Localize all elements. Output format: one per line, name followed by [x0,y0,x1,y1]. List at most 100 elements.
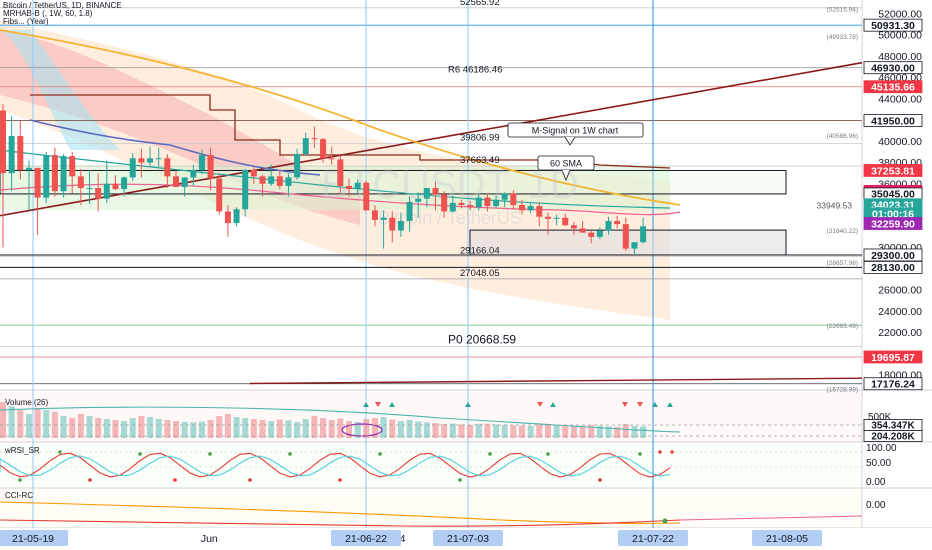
candle-body [363,182,370,211]
volume-bar [147,417,154,438]
candle-body [95,188,102,199]
candle-body [406,201,413,221]
volume-bar [441,424,448,438]
price-badge[interactable] [863,164,923,177]
rsi-signal-dot [598,478,602,482]
volume-bar [337,418,344,438]
volume-bar [397,421,404,438]
candle-body [328,158,335,160]
volume-bar [320,418,327,438]
time-axis[interactable]: Jun1412Au21-05-1921-06-2221-07-0321-07-2… [0,528,932,550]
volume-bar [371,418,378,438]
cci-pane-label[interactable]: CCI-RC [5,491,33,500]
price-badge[interactable] [863,377,923,391]
candle-body [224,211,231,224]
volume-bar [8,406,15,438]
candle-body [579,228,586,233]
rsi-signal-dot [670,450,674,454]
fib-label: P0 20668.59 [448,333,516,347]
volume-bar [43,410,50,438]
time-highlight [433,530,503,546]
volume-bar [562,426,569,438]
price-badge[interactable] [863,61,923,75]
volume-ma [0,406,681,433]
volume-bar [259,420,266,438]
volume-bar [415,421,422,438]
candle-body [423,188,430,199]
rsi-pane-label[interactable]: wRSI_SR [5,446,40,455]
candle-body [173,176,179,187]
volume-bar [544,424,551,438]
volume-bar [294,422,301,438]
candle-body [441,194,448,212]
price-axis[interactable]: 52000.0050000.0048000.0046000.0044000.00… [0,8,923,511]
volume-bar [363,419,370,438]
candle-body [596,230,603,237]
cci-dot [662,518,668,524]
volume-bar [95,418,102,438]
time-highlight-text: 21-05-19 [12,533,54,545]
time-highlight [618,530,688,546]
time-tick: Jun [201,533,218,545]
rectangle-drawings[interactable] [0,169,862,268]
study-mrhab[interactable]: MRHAB-B (, 1W, 60, 1.8) [3,9,93,18]
green-band [0,165,670,210]
trend-line [0,61,863,217]
fib-small-label: (49933.78) [827,34,858,41]
candle-body [242,169,249,210]
price-badge[interactable] [863,18,923,32]
candle-body [216,178,223,212]
price-tick: 26000.00 [878,285,922,297]
candle-body [458,202,465,206]
candle-body [415,198,422,202]
price-tick: 50000.00 [878,30,922,42]
candle-body [34,167,41,198]
candle-body [17,135,24,170]
candle-body [302,138,309,155]
candle-body [285,177,292,186]
fib-small-label: (31640.22) [827,228,858,235]
volume-bar [268,421,275,438]
price-badge-text: 35045.00 [871,189,915,201]
candle-body [233,209,240,224]
annotations[interactable]: M-Signal on 1W chart 60 SMA [507,122,644,182]
price-badge[interactable] [863,260,923,274]
volume-signal-arrow [389,402,395,407]
candle-body [484,197,491,207]
price-badge-text: 19695.87 [871,352,915,364]
time-highlight-text: 21-07-22 [632,533,674,545]
candle-body [155,158,162,160]
volume-bar [605,426,612,438]
volume-bar [302,419,309,438]
fib-label: 27048.05 [460,268,500,279]
candle-body [501,193,508,200]
volume-bar [173,421,179,438]
volume-bar [449,423,456,438]
candle-body [389,217,396,231]
price-badge[interactable] [863,248,923,262]
candle-body [43,155,50,198]
price-badge[interactable] [863,350,923,364]
candle-body [138,158,145,163]
fib-label: 52565.92 [460,0,500,8]
price-badge[interactable] [863,114,923,127]
volume-badge [863,430,923,442]
price-badge-text: 17176.24 [871,379,915,391]
volume-tick: 500K [868,412,892,423]
price-badge[interactable] [863,217,923,230]
price-badge-text: 37253.81 [871,165,915,177]
candle-body [8,135,15,174]
volume-pane-label[interactable]: Volume (26) [5,398,49,407]
candle-body [164,158,171,177]
price-badge-text: 29300.00 [871,250,915,262]
price-badge[interactable] [863,80,923,94]
candle-body [622,224,629,249]
candle-body [86,188,93,190]
rsi-signal-dot [208,452,212,456]
volume-signal-arrow [375,402,381,407]
rsi-signal-line [0,455,671,477]
volume-bar [34,408,41,438]
study-fibs[interactable]: Fibs... (Year) [3,17,49,26]
teal-line [0,149,671,209]
